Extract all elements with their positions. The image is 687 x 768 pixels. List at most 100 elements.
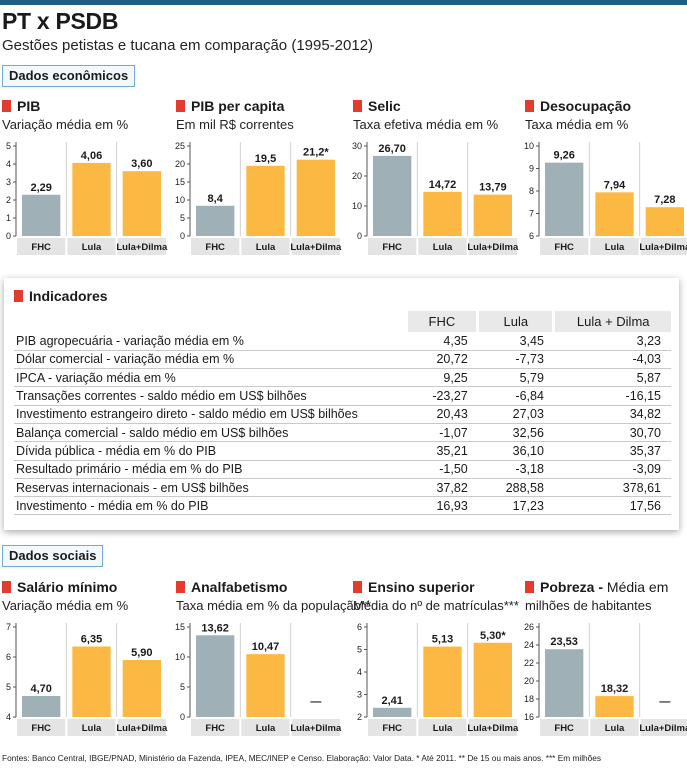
- table-row: Dívida pública - média em % do PIB 35,21 3…: [14, 441, 671, 461]
- category-strip: [117, 238, 166, 255]
- bar-lula: [72, 646, 111, 717]
- y-tick-label: 25: [175, 141, 185, 151]
- y-tick-label: 1: [6, 213, 11, 223]
- category-label-lula-dilma: Lula+Dilma: [116, 242, 168, 253]
- bar-chart-svg: 0 10 20 30 26,70 14,72 13,79 FHC Lula Lula+Dilma: [352, 141, 519, 255]
- indicator-value: 35,21: [406, 441, 478, 461]
- data-label-lula: 4,06: [81, 150, 102, 162]
- data-label-lula-dilma: —: [310, 696, 321, 708]
- indicators-table: FHC Lula Lula + Dilma PIB agropecuária -…: [14, 311, 671, 516]
- category-label-lula-dilma: Lula+Dilma: [467, 242, 519, 253]
- chart-subtitle: Taxa efetiva média em %: [353, 117, 499, 132]
- chart-subtitle: milhões de habitantes: [525, 598, 652, 613]
- y-tick-label: 7: [529, 209, 534, 219]
- bar-fhc: [373, 707, 412, 717]
- top-bar: [0, 0, 687, 5]
- col-header-lula-dilma: Lula + Dilma: [552, 311, 671, 332]
- y-tick-label: 5: [180, 213, 185, 223]
- indicator-value: 17,23: [477, 496, 554, 516]
- bar-fhc: [545, 162, 584, 236]
- category-label-lula: Lula: [433, 723, 453, 734]
- table-row: Dólar comercial - variação média em % 20,…: [14, 350, 671, 370]
- y-tick-label: 4: [6, 159, 11, 169]
- y-tick-label: 16: [524, 712, 534, 722]
- data-label-lula: 10,47: [252, 641, 280, 653]
- category-strip: [368, 719, 417, 736]
- y-tick-label: 24: [524, 640, 534, 650]
- chart-pib-per-capita: PIB per capita Em mil R$ correntes 0 5 10 15 2…: [175, 98, 346, 268]
- bar-chart-svg: 0 5 10 15 13,62 10,47 — FHC Lula Lula+Dilma: [175, 622, 342, 736]
- category-label-lula: Lula: [82, 242, 102, 253]
- y-tick-label: 3: [6, 177, 11, 187]
- category-label-fhc: FHC: [31, 723, 51, 734]
- indicator-value: 20,72: [406, 350, 478, 370]
- indicator-value: -4,03: [553, 350, 671, 370]
- chart-subtitle: Média do nº de matrículas***: [353, 598, 519, 613]
- category-strip: [640, 719, 687, 736]
- bar-fhc: [196, 635, 235, 717]
- indicator-value: 288,58: [477, 478, 554, 498]
- category-strip: [590, 719, 639, 736]
- y-tick-label: 4: [357, 667, 362, 677]
- y-tick-label: 3: [357, 690, 362, 700]
- bar-lula: [423, 191, 462, 236]
- indicator-value: 34,82: [553, 405, 671, 424]
- chart-title: Ensino superior: [353, 579, 475, 595]
- chart-title: PIB per capita: [176, 98, 284, 114]
- indicator-value: 5,79: [477, 368, 554, 388]
- category-strip: [17, 238, 66, 255]
- indicators-title: Indicadores: [14, 288, 108, 304]
- bar-fhc: [22, 696, 61, 717]
- section-social: Dados sociais: [2, 545, 104, 567]
- table-row: IPCA - variação média em % 9,25 5,79 5,87: [14, 368, 671, 388]
- data-label-lula-dilma: 13,79: [479, 182, 507, 194]
- table-row: Balança comercial - saldo médio em US$ b…: [14, 423, 671, 443]
- chart-title: Desocupação: [525, 98, 631, 114]
- indicator-value: 36,10: [477, 441, 554, 461]
- indicator-label: Reservas internacionais - em US$ bilhões: [14, 478, 406, 498]
- category-strip: [418, 238, 467, 255]
- y-tick-label: 10: [524, 141, 534, 151]
- category-label-lula-dilma: Lula+Dilma: [639, 242, 687, 253]
- y-tick-label: 0: [6, 231, 11, 241]
- indicator-value: -3,18: [477, 460, 554, 479]
- y-tick-label: 5: [180, 682, 185, 692]
- y-tick-label: 8: [529, 186, 534, 196]
- data-label-lula-dilma: 21,2*: [303, 147, 329, 159]
- bar-chart-svg: 4 5 6 7 4,70 6,35 5,90 FHC Lula Lula+Dilma: [6, 622, 168, 736]
- bar-lula: [246, 165, 285, 236]
- table-row: Reservas internacionais - em US$ bilhões…: [14, 478, 671, 498]
- category-strip: [291, 238, 340, 255]
- category-label-lula: Lula: [256, 723, 276, 734]
- data-label-fhc: 23,53: [550, 636, 578, 648]
- bar-chart-svg: 16 18 20 22 24 26 23,53 18,32 — FHC Lula Lula+Dilma: [524, 622, 687, 736]
- category-strip: [191, 238, 240, 255]
- indicator-label: Resultado primário - média em % do PIB: [14, 460, 406, 479]
- column-background: [368, 623, 417, 717]
- chart-subtitle: Taxa média em %: [525, 117, 629, 132]
- table-row: PIB agropecuária - variação média em % 4,…: [14, 332, 671, 351]
- y-tick-label: 4: [6, 712, 11, 722]
- column-background: [640, 623, 687, 717]
- col-header-lula: Lula: [476, 311, 554, 332]
- bar-fhc: [545, 649, 584, 717]
- page-title: PT x PSDB: [2, 8, 119, 34]
- bar-lula: [72, 162, 111, 236]
- indicator-value: 3,23: [553, 332, 671, 351]
- y-tick-label: 2: [357, 712, 362, 722]
- data-label-fhc: 2,29: [30, 182, 51, 194]
- chart-pobreza: Pobreza - Média em milhões de habitantes 1…: [524, 579, 687, 749]
- y-tick-label: 6: [6, 652, 11, 662]
- bar-lula-dilma: [473, 194, 512, 236]
- table-row: Investimento estrangeiro direto - saldo …: [14, 405, 671, 424]
- indicator-value: 4,35: [406, 332, 478, 351]
- y-tick-label: 15: [175, 177, 185, 187]
- category-label-lula-dilma: Lula+Dilma: [290, 242, 342, 253]
- bar-lula-dilma: [473, 642, 512, 717]
- bar-chart-svg: 0 5 10 15 20 25 8,4 19,5 21,2* FHC Lula Lula+Dilma: [175, 141, 342, 255]
- indicator-label: PIB agropecuária - variação média em %: [14, 332, 406, 351]
- category-strip: [368, 238, 417, 255]
- category-strip: [418, 719, 467, 736]
- footer-sources: Fontes: Banco Central, IBGE/PNAD, Minist…: [2, 753, 602, 763]
- y-tick-label: 5: [6, 141, 11, 151]
